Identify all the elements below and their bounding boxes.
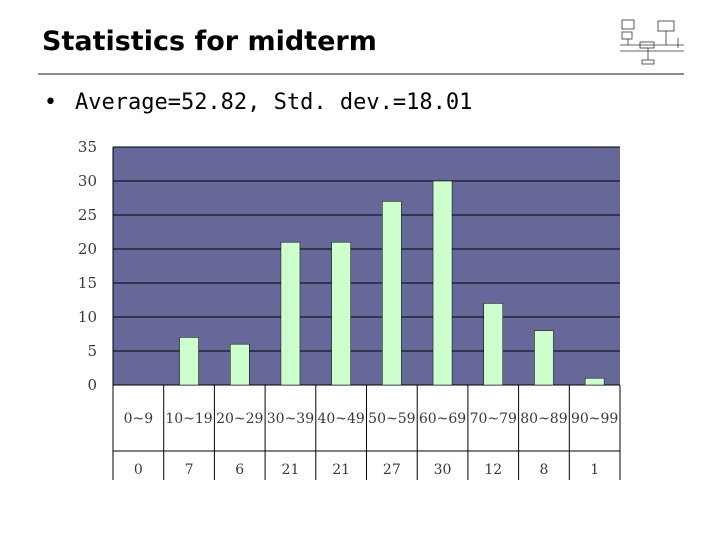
bar xyxy=(483,303,503,386)
table-value-label: 30 xyxy=(434,462,452,478)
bullet-item: • Average=52.82, Std. dev.=18.01 xyxy=(44,90,472,115)
y-tick-label: 25 xyxy=(78,206,97,224)
y-tick-label: 5 xyxy=(87,342,97,360)
y-tick-label: 20 xyxy=(78,240,97,258)
bar xyxy=(584,377,605,386)
table-value-label: 1 xyxy=(590,462,599,478)
bar xyxy=(382,201,402,386)
bar xyxy=(280,241,301,386)
bar xyxy=(179,337,199,386)
bar xyxy=(534,330,554,386)
y-tick-label: 30 xyxy=(78,172,97,190)
category-label: 0~9 xyxy=(124,411,154,427)
table-value-label: 0 xyxy=(134,462,143,478)
category-label: 30~39 xyxy=(267,411,314,427)
table-value-label: 8 xyxy=(539,462,548,478)
title-divider xyxy=(38,73,684,75)
y-tick-label: 0 xyxy=(87,376,97,394)
slide-title: Statistics for midterm xyxy=(42,26,377,57)
bullet-icon: • xyxy=(44,90,57,115)
category-label: 40~49 xyxy=(317,411,364,427)
table-value-label: 12 xyxy=(484,462,502,478)
category-label: 10~19 xyxy=(165,411,212,427)
y-tick-label: 15 xyxy=(78,274,97,292)
y-tick-label: 35 xyxy=(78,138,97,156)
bar xyxy=(230,343,250,386)
bar xyxy=(331,241,351,386)
table-value-label: 27 xyxy=(383,462,401,478)
table-value-label: 6 xyxy=(235,462,244,478)
bar xyxy=(432,180,453,386)
y-tick-label: 10 xyxy=(78,308,97,326)
category-label: 90~99 xyxy=(571,411,618,427)
category-label: 80~89 xyxy=(520,411,567,427)
category-label: 70~79 xyxy=(470,411,517,427)
network-diagram-icon xyxy=(620,19,684,65)
table-value-label: 7 xyxy=(185,462,194,478)
table-value-label: 21 xyxy=(282,462,300,478)
category-label: 50~59 xyxy=(368,411,415,427)
category-label: 20~29 xyxy=(216,411,263,427)
category-label: 60~69 xyxy=(419,411,466,427)
table-value-label: 21 xyxy=(332,462,350,478)
bullet-text: Average=52.82, Std. dev.=18.01 xyxy=(74,90,473,115)
